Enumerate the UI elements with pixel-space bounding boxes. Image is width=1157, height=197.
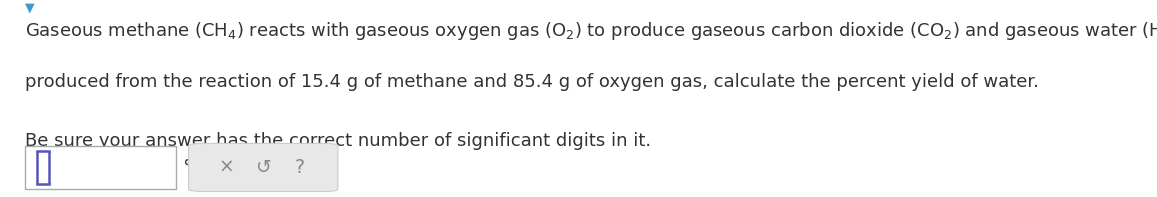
Text: produced from the reaction of 15.4 g of methane and 85.4 g of oxygen gas, calcul: produced from the reaction of 15.4 g of …: [25, 73, 1039, 91]
Text: ↺: ↺: [256, 158, 271, 177]
Text: Gaseous methane $\left(\mathrm{CH_4}\right)$ reacts with gaseous oxygen gas $\le: Gaseous methane $\left(\mathrm{CH_4}\rig…: [25, 20, 1157, 42]
Text: ×: ×: [219, 158, 235, 177]
Text: ?: ?: [295, 158, 304, 177]
FancyBboxPatch shape: [25, 146, 176, 189]
Text: Be sure your answer has the correct number of significant digits in it.: Be sure your answer has the correct numb…: [25, 132, 651, 150]
FancyBboxPatch shape: [189, 143, 338, 191]
Text: %: %: [184, 158, 201, 177]
Text: ▼: ▼: [25, 1, 35, 14]
